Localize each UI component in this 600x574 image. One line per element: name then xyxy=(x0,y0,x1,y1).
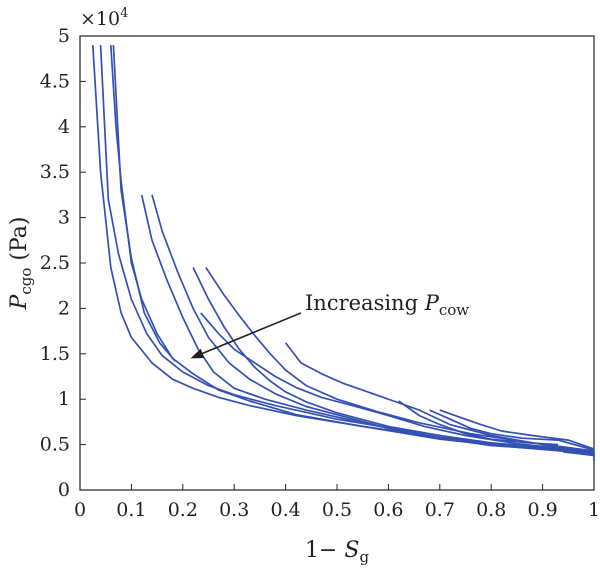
x-axis-label: 1− Sg xyxy=(305,538,370,566)
x-tick-label: 0.6 xyxy=(373,499,403,521)
y-axis-label: Pcgo (Pa) xyxy=(7,217,35,311)
x-tick-label: 0.2 xyxy=(168,499,198,521)
y-tick-label: 0.5 xyxy=(40,434,70,456)
x-tick-label: 0.5 xyxy=(322,499,352,521)
series-line xyxy=(151,194,595,454)
x-tick-label: 0.9 xyxy=(527,499,557,521)
y-tick-label: 0 xyxy=(58,479,70,501)
y-multiplier-exponent: 4 xyxy=(120,6,128,21)
series-line xyxy=(563,451,595,457)
x-tick-label: 0.4 xyxy=(270,499,300,521)
x-tick-label: 1 xyxy=(588,499,600,521)
y-tick-label: 3.5 xyxy=(40,161,70,183)
y-tick-label: 1.5 xyxy=(40,343,70,365)
series-line xyxy=(109,45,595,455)
series-line xyxy=(205,267,595,452)
y-tick-label: 3 xyxy=(58,207,70,229)
annotation-text: Increasing Pcow xyxy=(305,291,469,319)
series-line xyxy=(112,45,176,362)
x-tick-label: 0.7 xyxy=(425,499,455,521)
series-line xyxy=(398,400,559,446)
series-line xyxy=(284,342,595,453)
series-line xyxy=(192,267,595,455)
series-line xyxy=(99,45,595,453)
x-tick-label: 0 xyxy=(74,499,86,521)
y-tick-label: 5 xyxy=(58,25,70,47)
series-line xyxy=(429,409,595,451)
y-axis: 0 0.5 1 1.5 2 2.5 3 3.5 4 4.5 5 xyxy=(40,25,86,501)
annotation-arrow xyxy=(202,312,302,355)
x-axis: 0 0.1 0.2 0.3 0.4 0.5 0.6 0.7 0.8 0.9 1 xyxy=(74,484,600,521)
series-layer xyxy=(91,45,595,461)
series-line xyxy=(439,409,595,450)
x-tick-label: 0.1 xyxy=(116,499,146,521)
y-tick-label: 2.5 xyxy=(40,252,70,274)
annotation-arrowhead xyxy=(190,348,205,359)
series-line xyxy=(573,449,595,457)
y-multiplier: ×104 xyxy=(80,6,128,30)
x-tick-label: 0.3 xyxy=(219,499,249,521)
annotation: Increasing Pcow xyxy=(190,291,469,359)
series-line xyxy=(200,312,595,453)
y-tick-label: 1 xyxy=(58,388,70,410)
y-tick-label: 4.5 xyxy=(40,70,70,92)
y-tick-label: 4 xyxy=(58,116,70,138)
y-tick-label: 2 xyxy=(58,297,70,319)
x-tick-label: 0.8 xyxy=(476,499,506,521)
